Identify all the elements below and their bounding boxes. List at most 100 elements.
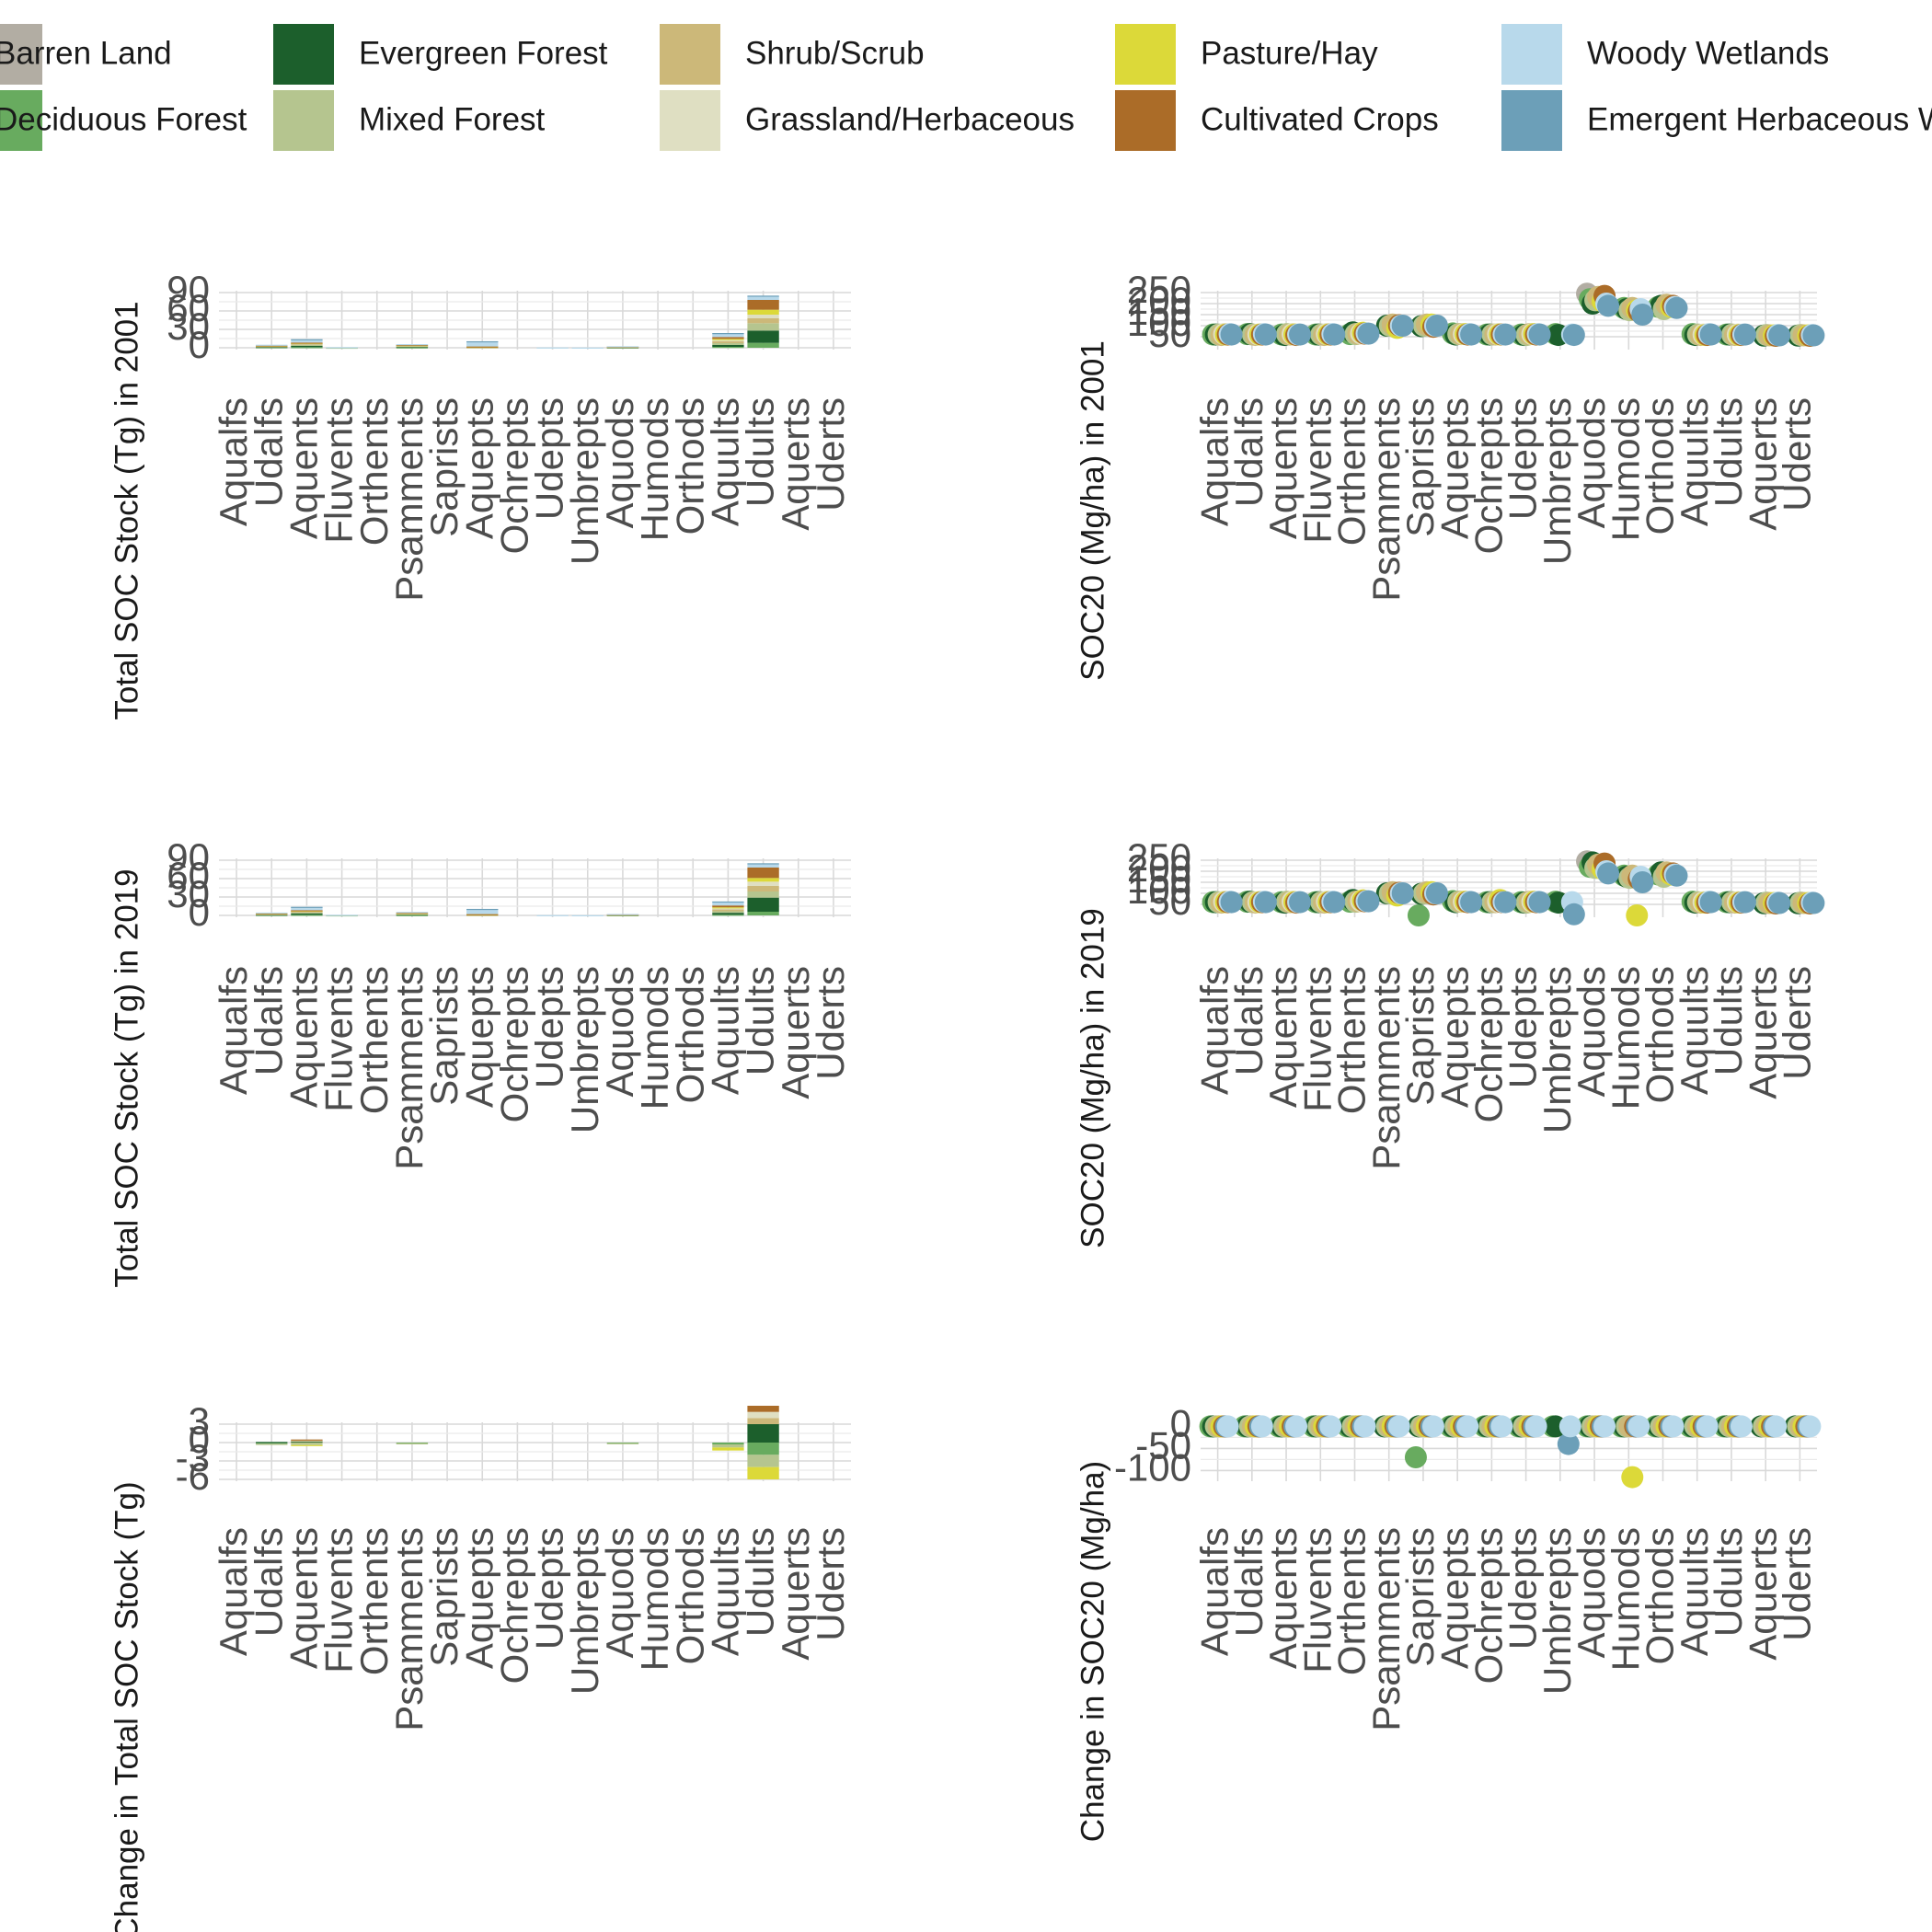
x-tick-label: Ochrepts — [1466, 1527, 1510, 1684]
x-tick-label: Orthods — [1639, 397, 1682, 535]
x-tick-label: Psamments — [1364, 966, 1408, 1170]
y-axis-title: SOC20 (Mg/ha) in 2019 — [1075, 908, 1110, 1248]
bar-segment — [466, 346, 499, 348]
bar-segment — [747, 897, 779, 912]
x-tick-label: Aquods — [1570, 966, 1613, 1097]
bar-segment — [712, 914, 744, 916]
x-tick-label: Orthents — [352, 966, 396, 1114]
legend-swatch — [1115, 90, 1176, 151]
scatter-point — [1494, 323, 1517, 346]
x-tick-label: Uderts — [809, 1527, 852, 1641]
y-tick-label: 0 — [1170, 1401, 1191, 1444]
y-tick-label: 90 — [167, 835, 210, 879]
scatter-point — [1730, 1415, 1753, 1438]
bar-segment — [712, 911, 744, 914]
scatter-point — [1631, 871, 1654, 893]
scatter-point — [1557, 1432, 1580, 1455]
x-tick-label: Saprists — [422, 1527, 466, 1667]
bar-segment — [256, 912, 288, 914]
x-tick-label: Udults — [1707, 1527, 1750, 1637]
scatter-point — [1733, 323, 1756, 346]
grid — [219, 1422, 851, 1481]
scatter-point — [1460, 891, 1483, 914]
scatter-point — [1456, 1415, 1479, 1438]
scatter-point — [1220, 323, 1243, 346]
bar-segment — [291, 1441, 323, 1443]
x-tick-label: Orthents — [1330, 966, 1374, 1114]
bar-segment — [291, 914, 323, 916]
scatter-point — [1425, 315, 1448, 337]
bar-segment — [747, 868, 779, 879]
scatter-point — [1597, 862, 1620, 885]
x-tick-label: Humods — [633, 966, 676, 1110]
marks — [256, 295, 779, 350]
legend-item: Cultivated Crops — [1115, 90, 1439, 151]
x-tick-label: Fluvents — [1295, 966, 1339, 1112]
scatter-point — [1460, 323, 1483, 346]
legend-item: Shrub/Scrub — [660, 24, 925, 85]
scatter-point — [1357, 322, 1380, 345]
legend-swatch — [1501, 24, 1562, 85]
bar-segment — [536, 347, 569, 349]
x-tick-label: Aquults — [1673, 1527, 1716, 1656]
bar-segment — [712, 337, 744, 339]
y-tick-label: -100 — [1114, 1445, 1191, 1489]
x-tick-label: Saprists — [1398, 397, 1442, 537]
bar-segment — [291, 911, 323, 913]
bar-segment — [747, 1455, 779, 1467]
bar-segment — [466, 908, 499, 911]
bar-segment — [747, 296, 779, 300]
bar-segment — [747, 891, 779, 898]
x-tick-label: Aquerts — [774, 397, 817, 531]
chart-panel: -6-303 AqualfsUdalfsAquentsFluventsOrthen… — [109, 1399, 852, 1932]
x-tick-label: Aquerts — [1741, 966, 1784, 1099]
scatter-point — [1285, 1415, 1308, 1438]
bar-segment — [747, 1466, 779, 1479]
x-tick-label: Orthods — [668, 1527, 711, 1664]
x-tick-label: Orthents — [352, 397, 396, 546]
bar-segment — [396, 347, 429, 349]
x-tick-label: Udults — [1707, 397, 1750, 507]
bar-segment — [466, 340, 499, 343]
bar-segment — [396, 344, 429, 346]
legend-item: Mixed Forest — [273, 90, 546, 151]
scatter-point — [1323, 891, 1346, 914]
x-tick-label: Humods — [1604, 397, 1647, 541]
scatter-point — [1802, 891, 1825, 914]
bar-segment — [712, 333, 744, 338]
bar-segment — [712, 333, 744, 335]
bar-segment — [256, 1442, 288, 1443]
x-tick-label: Aqualfs — [212, 1527, 255, 1656]
x-tick-label: Udepts — [528, 966, 571, 1088]
x-tick-label: Umbrepts — [563, 966, 606, 1133]
y-tick-label: 200 — [1127, 279, 1191, 322]
scatter-point — [1353, 1415, 1376, 1438]
y-tick-label: 50 — [1148, 880, 1191, 923]
grid — [219, 291, 851, 350]
legend-label: Shrub/Scrub — [745, 35, 925, 71]
bar-segment — [326, 914, 358, 916]
legend-label: Evergreen Forest — [359, 35, 608, 71]
scatter-point — [1696, 1415, 1719, 1438]
x-tick-label: Udalfs — [1227, 966, 1271, 1075]
scatter-point — [1799, 1415, 1822, 1438]
x-tick-label: Aqualfs — [1193, 966, 1236, 1095]
scatter-point — [1768, 891, 1791, 914]
legend-swatch — [273, 24, 334, 85]
x-tick-label: Aqualfs — [1193, 397, 1236, 526]
x-tick-label: Udults — [739, 966, 782, 1075]
x-tick-label: Orthods — [1639, 1527, 1682, 1664]
bar-segment — [396, 912, 429, 914]
x-tick-label: Aquults — [704, 966, 747, 1095]
scatter-point — [1391, 882, 1414, 904]
x-tick-label: Humods — [1604, 966, 1647, 1110]
bar-segment — [747, 886, 779, 891]
y-axis-title: SOC20 (Mg/ha) in 2001 — [1075, 340, 1110, 681]
x-tick-label: Orthents — [1330, 1527, 1374, 1675]
bar-segment — [571, 347, 604, 349]
scatter-point — [1768, 324, 1791, 347]
